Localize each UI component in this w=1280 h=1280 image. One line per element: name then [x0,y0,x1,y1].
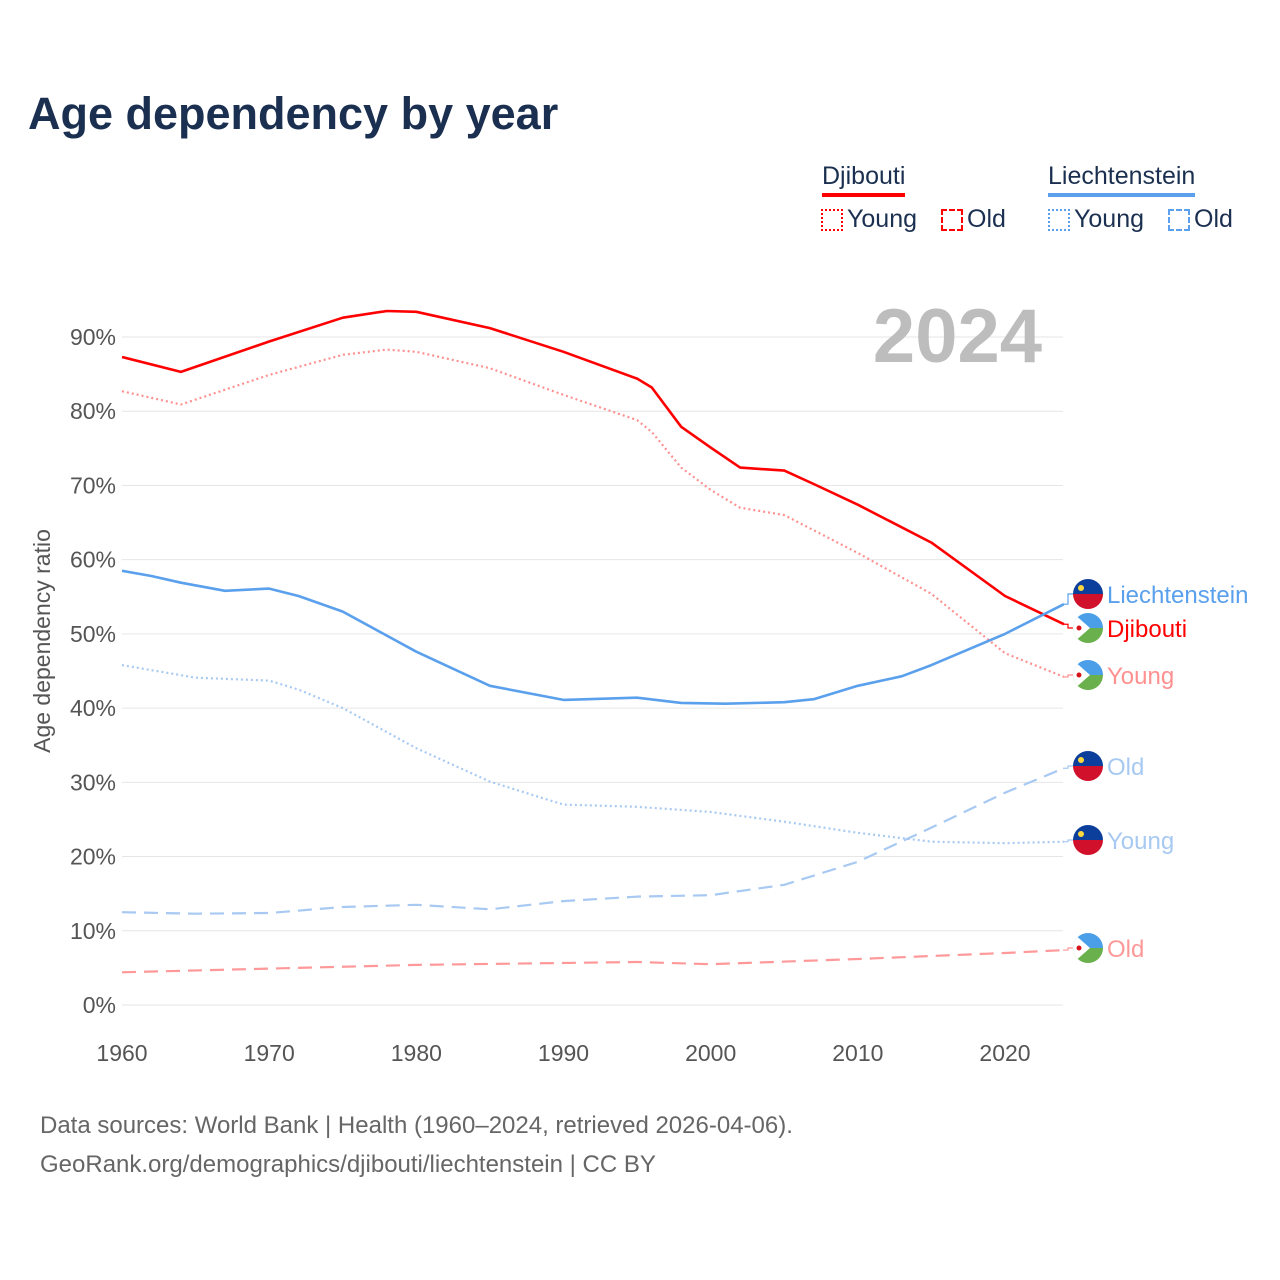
label-connector [1063,623,1073,629]
label-connector [1063,839,1073,843]
legend-label: Old [967,205,1006,233]
dotted-swatch-icon [821,208,843,231]
legend-label: Old [1194,205,1233,233]
djibouti-flag-icon [1073,660,1103,690]
source-text: Data sources: World Bank | Health (1960–… [40,1112,793,1139]
liechtenstein-flag-icon [1073,825,1103,855]
source-link[interactable]: GeoRank.org/demographics/djibouti/liecht… [40,1151,656,1178]
x-tick-label: 2000 [685,1040,736,1066]
legend-djibouti-young[interactable]: Young [821,205,917,234]
year-label: 2024 [873,294,1042,379]
series-line-liechtenstein[interactable] [121,569,1065,705]
x-tick-label: 1960 [96,1040,147,1066]
y-tick-label: 50% [70,621,116,647]
dashed-swatch-icon [1168,208,1190,231]
label-connector [1063,765,1073,769]
legend-djibouti-old[interactable]: Old [941,205,1006,234]
liechtenstein-flag-icon [1073,751,1103,781]
end-label: Djibouti [1107,616,1187,643]
chart-title: Age dependency by year [28,88,559,139]
series-line-djibouti[interactable] [121,309,1065,626]
y-tick-label: 60% [70,547,116,573]
x-tick-label: 2010 [832,1040,883,1066]
dotted-swatch-icon [1048,208,1070,231]
x-tick-label: 2020 [979,1040,1030,1066]
djibouti-flag-icon [1073,933,1103,963]
end-label: Old [1107,754,1144,781]
legend-label: Young [847,205,917,233]
end-label: Liechtenstein [1107,582,1248,609]
legend-djibouti[interactable]: Djibouti [822,162,906,197]
footer: Data sources: World Bank | Health (1960–… [40,1106,793,1184]
x-tick-label: 1980 [391,1040,442,1066]
y-tick-label: 10% [70,918,116,944]
liechtenstein-flag-icon [1073,579,1103,609]
y-tick-label: 70% [70,472,116,498]
y-tick-label: 80% [70,398,116,424]
y-tick-label: 0% [83,992,116,1018]
legend-liechtenstein[interactable]: Liechtenstein [1048,162,1196,197]
end-label: Old [1107,936,1144,963]
end-label: Young [1107,828,1174,855]
dashed-swatch-icon [941,208,963,231]
y-tick-label: 20% [70,844,116,870]
series-line-djibouti-young[interactable] [121,348,1065,678]
y-tick-label: 30% [70,769,116,795]
y-axis-label: Age dependency ratio [29,529,55,753]
legend-liechtenstein-old[interactable]: Old [1168,205,1233,234]
legend-label: Young [1074,205,1144,233]
djibouti-flag-icon [1073,613,1103,643]
y-tick-label: 40% [70,695,116,721]
series-line-liechtenstein-old[interactable] [121,767,1065,915]
label-connector [1063,947,1073,951]
series-line-liechtenstein-young[interactable] [121,664,1064,845]
y-tick-label: 90% [70,324,116,350]
end-label: Young [1107,663,1174,690]
legend-liechtenstein-young[interactable]: Young [1048,205,1144,234]
x-tick-label: 1970 [244,1040,295,1066]
label-connector [1063,674,1073,678]
series-line-djibouti-old[interactable] [121,949,1064,974]
label-connector [1063,593,1073,605]
x-tick-label: 1990 [538,1040,589,1066]
